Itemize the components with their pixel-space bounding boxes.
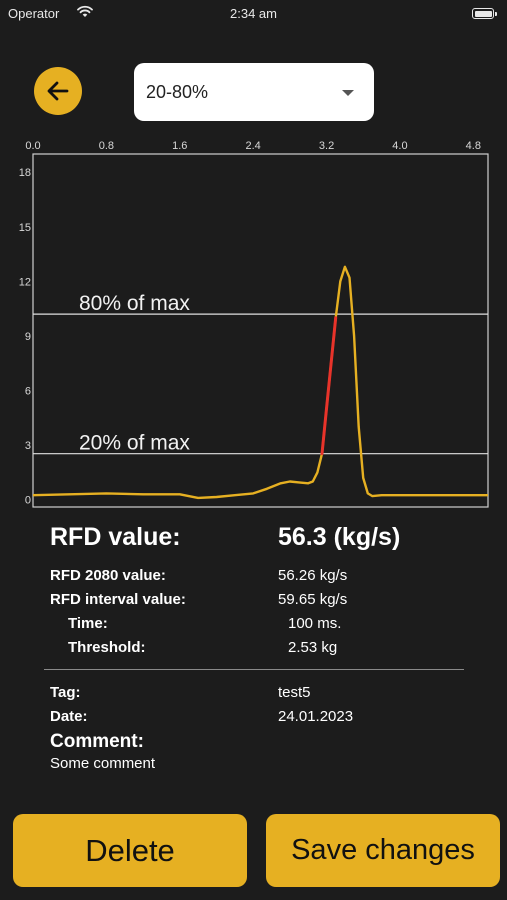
arrow-left-icon [47, 81, 69, 101]
x-tick-label: 3.2 [319, 140, 334, 152]
x-tick-label: 0.0 [25, 140, 40, 152]
delete-button[interactable]: Delete [13, 814, 247, 887]
threshold-label: Threshold: [68, 639, 146, 656]
status-bar: Operator 2:34 am [0, 0, 507, 30]
threshold-value: 2.53 kg [288, 639, 338, 656]
x-tick-label: 1.6 [172, 140, 187, 152]
comment-text[interactable]: Some comment [50, 755, 156, 772]
y-tick-label: 15 [19, 222, 31, 234]
x-tick-label: 0.8 [99, 140, 114, 152]
rfd-interval-label: RFD interval value: [50, 591, 186, 608]
status-time: 2:34 am [230, 6, 277, 21]
date-label: Date: [50, 708, 88, 725]
comment-label: Comment: [50, 731, 144, 752]
reference-line-label: 80% of max [79, 292, 190, 315]
plot-frame [32, 153, 489, 508]
rfd-interval-value: 59.65 kg/s [278, 591, 348, 608]
y-tick-label: 12 [19, 276, 31, 288]
x-tick-label: 2.4 [246, 140, 261, 152]
section-divider [44, 669, 464, 670]
rfd-highlight-segment [320, 316, 338, 456]
range-select[interactable]: 20-80% [134, 63, 374, 121]
x-tick-label: 4.0 [392, 140, 407, 152]
rfd-value-label: RFD value: [50, 523, 181, 551]
range-select-value: 20-80% [146, 81, 209, 102]
back-button[interactable] [34, 67, 82, 115]
reference-line-label: 20% of max [79, 432, 190, 455]
x-tick-label: 4.8 [466, 140, 481, 152]
tag-value: test5 [278, 684, 311, 701]
y-tick-label: 0 [25, 495, 31, 507]
rfd-value: 56.3 (kg/s) [278, 523, 401, 551]
y-tick-label: 9 [25, 331, 31, 343]
y-tick-label: 6 [25, 386, 31, 398]
time-value: 100 ms. [288, 615, 342, 632]
time-label: Time: [68, 615, 108, 632]
battery-icon [472, 8, 497, 19]
rfd2080-value: 56.26 kg/s [278, 567, 348, 584]
force-chart: 0.0 0.8 1.6 2.4 3.2 4.0 4.8 0 3 6 9 12 15 18 80% of ma… [19, 140, 489, 508]
carrier-name: Operator [8, 6, 60, 21]
save-changes-button[interactable]: Save changes [266, 814, 500, 887]
date-value: 24.01.2023 [278, 708, 354, 725]
caret-down-icon [342, 90, 354, 96]
wifi-icon [77, 5, 93, 17]
rfd2080-label: RFD 2080 value: [50, 567, 166, 584]
y-tick-label: 3 [25, 440, 31, 452]
y-tick-label: 18 [19, 167, 31, 179]
tag-label: Tag: [50, 684, 81, 701]
